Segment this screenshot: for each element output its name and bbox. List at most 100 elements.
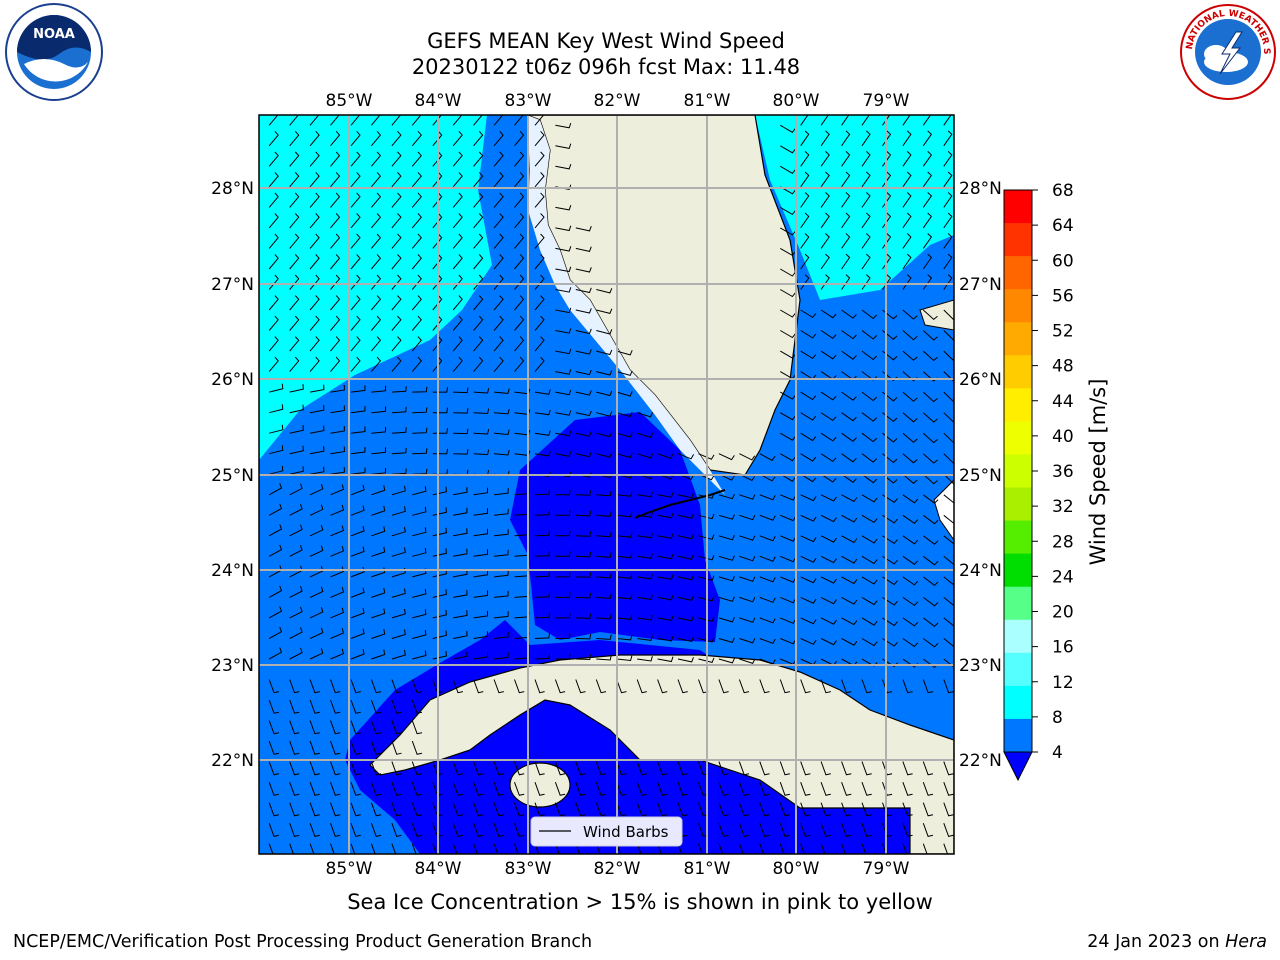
- wind-barb: [370, 720, 382, 735]
- lon-label: 85°W: [326, 91, 373, 111]
- wind-barb: [289, 115, 299, 126]
- wind-barb: [473, 528, 488, 537]
- wind-barb: [534, 843, 540, 854]
- lat-label: 22°N: [211, 751, 254, 771]
- wind-barb: [902, 802, 913, 817]
- wind-barb: [555, 451, 572, 457]
- wind-barb: [473, 569, 488, 578]
- wind-barb: [922, 309, 938, 321]
- wind-barb: [391, 406, 407, 414]
- wind-barb: [452, 295, 463, 311]
- wind-barb: [555, 430, 572, 437]
- lat-label: 26°N: [211, 370, 254, 390]
- wind-barb: [718, 802, 729, 817]
- wind-barb: [616, 843, 621, 854]
- wind-barb: [596, 452, 613, 458]
- wind-barb: [841, 535, 858, 544]
- wind-barb: [718, 596, 735, 602]
- wind-barb: [861, 350, 878, 361]
- wind-barb: [309, 115, 320, 126]
- wind-barb: [289, 384, 304, 393]
- wind-barb: [820, 679, 831, 694]
- wind-barb: [473, 274, 484, 290]
- footer-organization: NCEP/EMC/Verification Post Processing Pr…: [13, 932, 593, 952]
- colorbar-tick-label: 32: [1052, 497, 1074, 517]
- wind-barb: [820, 782, 831, 796]
- wind-barb: [391, 130, 402, 147]
- wind-barb: [269, 424, 284, 434]
- wind-barb: [902, 638, 919, 648]
- wind-barb: [596, 308, 613, 314]
- wind-barb: [371, 608, 386, 619]
- wind-barb: [841, 151, 851, 167]
- wind-barb: [350, 484, 365, 496]
- wind-barb: [841, 679, 852, 694]
- wind-barb: [371, 649, 386, 660]
- wind-barb: [841, 761, 852, 776]
- wind-barb: [411, 802, 423, 817]
- wind-barb: [820, 192, 830, 208]
- wind-barb: [330, 172, 341, 188]
- wind-barb: [391, 295, 402, 311]
- wind-barb: [268, 295, 279, 311]
- wind-barb: [616, 761, 627, 776]
- wind-barb: [800, 309, 817, 319]
- wind-barb: [268, 233, 279, 249]
- wind-barb: [268, 254, 279, 270]
- wind-barb: [268, 115, 279, 126]
- wind-barb: [943, 192, 953, 208]
- wind-barb: [493, 802, 504, 817]
- wind-barb: [309, 336, 320, 352]
- wind-barb: [718, 823, 729, 837]
- wind-barb: [350, 213, 361, 229]
- wind-barb: [371, 254, 382, 270]
- wind-barb: [575, 328, 592, 335]
- wind-barb: [350, 130, 361, 147]
- wind-barb: [289, 130, 300, 147]
- wind-barb: [698, 513, 715, 520]
- wind-barb: [473, 408, 490, 415]
- wind-barb: [534, 761, 545, 776]
- wind-barb: [391, 782, 402, 796]
- wind-barb: [289, 151, 300, 167]
- wind-barb: [779, 802, 790, 817]
- wind-barb: [555, 369, 572, 375]
- wind-barb: [289, 404, 304, 414]
- wind-barb: [310, 384, 325, 393]
- wind-barb: [514, 295, 525, 311]
- wind-barb: [371, 151, 382, 167]
- wind-barb: [309, 843, 315, 854]
- wind-barb: [411, 151, 422, 167]
- wind-barb: [412, 527, 427, 537]
- wind-barb: [452, 115, 463, 126]
- wind-barb: [841, 596, 858, 605]
- wind-barb: [391, 151, 402, 167]
- wind-barb: [411, 315, 422, 331]
- wind-barb: [412, 588, 427, 598]
- wind-barb: [780, 514, 797, 522]
- wind-barb: [800, 638, 817, 645]
- lat-label: 25°N: [211, 466, 254, 486]
- wind-barb: [371, 385, 387, 393]
- wind-barb: [473, 192, 484, 208]
- wind-barb: [453, 651, 468, 660]
- wind-barb: [902, 233, 912, 249]
- wind-barb: [596, 593, 612, 599]
- wind-barb: [473, 590, 488, 598]
- wind-barb: [861, 638, 878, 647]
- wind-barb: [718, 761, 729, 776]
- wind-barb: [534, 130, 545, 147]
- wind-barb: [371, 505, 386, 516]
- wind-barb: [575, 226, 592, 232]
- wind-barb: [371, 130, 382, 147]
- wind-barb: [820, 151, 830, 167]
- wind-barb: [923, 617, 939, 627]
- colorbar-tick-label: 24: [1052, 567, 1074, 587]
- wind-barb: [350, 587, 365, 598]
- wind-barb: [555, 612, 571, 619]
- wind-barb: [637, 656, 653, 662]
- wind-barb: [922, 782, 934, 796]
- wind-barb: [820, 596, 837, 605]
- wind-barb: [350, 172, 361, 188]
- wind-barb: [923, 576, 939, 586]
